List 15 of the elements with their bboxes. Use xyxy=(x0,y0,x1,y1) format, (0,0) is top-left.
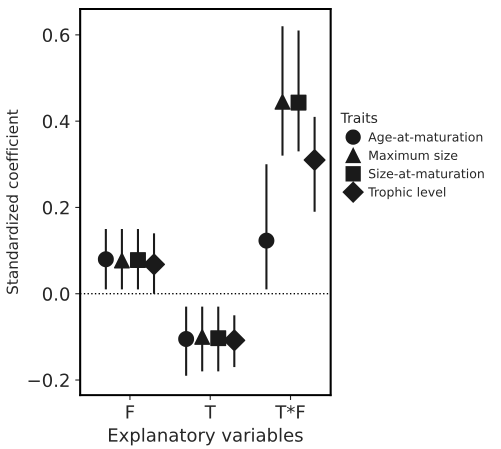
y-axis-title: Standardized coefficient xyxy=(6,110,18,294)
y-tick-label: 0.4 xyxy=(42,114,70,128)
y-tick-label: 0.0 xyxy=(42,287,70,301)
x-tick-label: F xyxy=(126,405,134,419)
x-tick-label: T xyxy=(204,405,216,419)
legend-label: Trophic level xyxy=(368,187,446,200)
legend-label: Age-at-maturation xyxy=(368,132,482,144)
legend-label: Maximum size xyxy=(369,150,458,160)
legend-title: Traits xyxy=(340,112,378,124)
x-axis-title: Explanatory variables xyxy=(109,428,303,446)
y-tick-label: −0.2 xyxy=(28,373,69,388)
legend-label: Size-at-maturation xyxy=(368,168,484,178)
x-tick-label: T*F xyxy=(275,405,305,419)
y-tick-label: 0.6 xyxy=(42,28,70,42)
y-tick-label: 0.2 xyxy=(42,200,69,215)
